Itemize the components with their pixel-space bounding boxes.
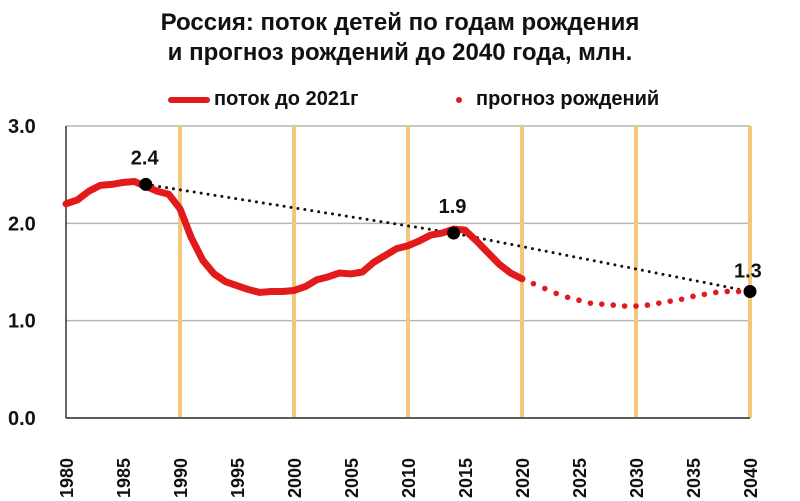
x-tick-label: 2015 (456, 458, 476, 498)
x-tick-label: 2005 (342, 458, 362, 498)
x-tick-label: 1985 (114, 458, 134, 498)
legend-label-forecast: прогноз рождений (476, 88, 660, 110)
x-tick-label: 2030 (627, 458, 647, 498)
y-tick-label: 2.0 (8, 213, 36, 235)
x-tick-label: 2000 (285, 458, 305, 498)
chart-title-line-1: Россия: поток детей по годам рождения (160, 9, 640, 36)
forecast-point (576, 297, 582, 304)
forecast-point (621, 303, 628, 309)
forecast-point (724, 288, 730, 295)
x-tick-label: 2035 (684, 458, 704, 498)
legend: поток до 2021г прогноз рождений (0, 88, 800, 114)
trend-line (144, 182, 752, 293)
x-tick-label: 2010 (399, 458, 419, 498)
forecast-point (587, 300, 594, 306)
y-tick-label: 0.0 (8, 408, 36, 430)
annotation-marker (139, 177, 153, 191)
legend-item-actual: поток до 2021г (168, 88, 358, 111)
chart-title: Россия: поток детей по годам рождения и … (0, 8, 800, 68)
forecast-point (735, 288, 742, 295)
legend-swatch-dot (456, 96, 462, 103)
forecast-point (656, 300, 662, 306)
x-tick-label: 1990 (171, 458, 191, 498)
forecast-point (610, 302, 616, 308)
annotation-marker (447, 226, 461, 240)
forecast-point (678, 296, 685, 303)
forecast-point (701, 291, 708, 298)
x-tick-label: 2040 (741, 458, 761, 498)
forecast-point (633, 303, 639, 309)
y-tick-label: 3.0 (8, 116, 36, 138)
x-tick-label: 2020 (513, 458, 533, 498)
annotation-label: 1.3 (734, 260, 762, 282)
legend-item-forecast: прогноз рождений (456, 88, 659, 111)
forecast-point (713, 289, 719, 296)
forecast-point (542, 285, 548, 292)
x-tick-label: 1995 (228, 458, 248, 498)
forecast-point (667, 298, 673, 305)
annotation-marker (743, 284, 757, 298)
forecast-point (644, 302, 651, 308)
annotation-label: 1.9 (439, 196, 467, 218)
chart-title-line-2: и прогноз рождений до 2040 года, млн. (167, 39, 633, 66)
annotation-label: 2.4 (131, 147, 160, 169)
x-tick-label: 1980 (57, 458, 77, 498)
legend-swatch-solid-line (168, 96, 210, 103)
forecast-point (690, 293, 696, 300)
forecast-point (564, 294, 571, 301)
legend-label-actual: поток до 2021г (214, 88, 359, 110)
forecast-point (530, 280, 537, 287)
forecast-point (553, 290, 559, 297)
y-tick-label: 1.0 (8, 311, 36, 333)
x-tick-label: 2025 (570, 458, 590, 498)
forecast-point (599, 301, 605, 307)
